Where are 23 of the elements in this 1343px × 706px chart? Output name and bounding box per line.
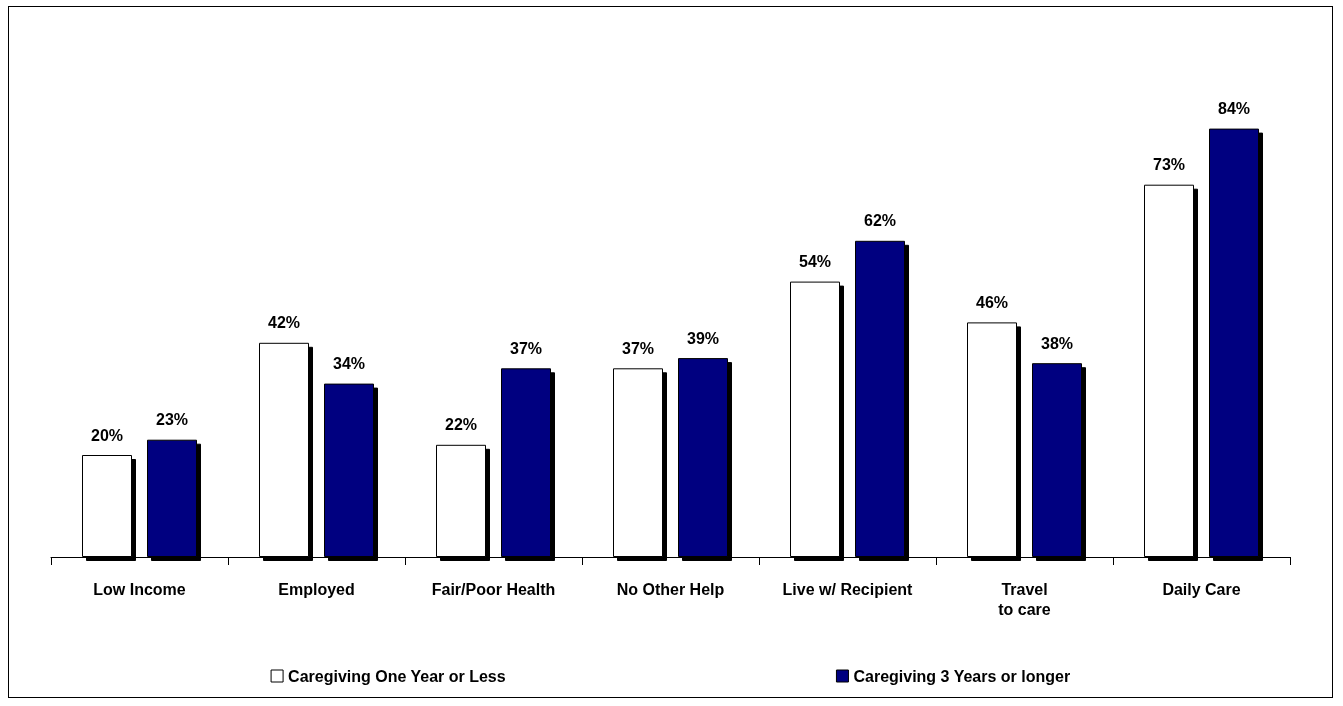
x-tick-label: Daily Care (1162, 580, 1241, 598)
x-tick-label: Live w/ Recipient (782, 580, 914, 598)
legend-label: Caregiving 3 Years or longer (853, 667, 1071, 685)
data-label: 73% (1152, 156, 1186, 174)
x-tick-label: Fair/Poor Health (431, 580, 556, 598)
data-label: 37% (621, 339, 655, 357)
data-label: 37% (509, 339, 543, 357)
data-label: 22% (444, 416, 478, 434)
data-label: 84% (1217, 100, 1251, 118)
data-label: 42% (267, 314, 301, 332)
x-tick-label: Low Income (93, 580, 186, 598)
data-label: 20% (90, 426, 124, 444)
x-tick-label: Employed (278, 580, 355, 598)
data-label: 23% (155, 411, 189, 429)
x-tick-label: No Other Help (616, 580, 725, 598)
data-label: 39% (686, 329, 720, 347)
legend-label: Caregiving One Year or Less (288, 667, 506, 685)
data-label: 54% (798, 253, 832, 271)
data-label: 38% (1040, 334, 1074, 352)
data-label: 46% (975, 293, 1009, 311)
data-label: 34% (332, 355, 366, 373)
data-label: 62% (863, 212, 897, 230)
x-tick-label: Travel to care (998, 580, 1051, 618)
